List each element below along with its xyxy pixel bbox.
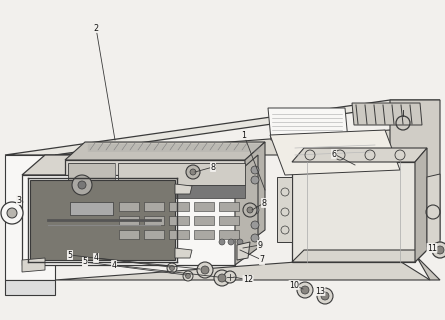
Polygon shape <box>55 130 430 155</box>
Polygon shape <box>118 185 245 198</box>
Polygon shape <box>292 162 415 262</box>
Text: 3: 3 <box>16 196 21 204</box>
Circle shape <box>228 239 234 245</box>
Polygon shape <box>219 216 239 225</box>
Circle shape <box>297 282 313 298</box>
Text: 9: 9 <box>258 241 263 250</box>
Polygon shape <box>270 130 400 175</box>
Circle shape <box>251 166 259 174</box>
Text: 8: 8 <box>262 198 267 207</box>
Circle shape <box>436 246 444 254</box>
Circle shape <box>186 274 190 278</box>
Circle shape <box>183 271 193 281</box>
Circle shape <box>214 270 230 286</box>
Polygon shape <box>237 242 250 260</box>
Text: 5: 5 <box>82 258 88 267</box>
Circle shape <box>243 203 257 217</box>
Polygon shape <box>119 230 139 239</box>
Circle shape <box>78 181 86 189</box>
Circle shape <box>1 202 23 224</box>
Polygon shape <box>144 230 164 239</box>
Text: 7: 7 <box>259 255 265 265</box>
Circle shape <box>247 207 253 213</box>
Polygon shape <box>22 258 45 272</box>
Polygon shape <box>415 148 427 262</box>
Circle shape <box>432 242 445 258</box>
Circle shape <box>218 274 226 282</box>
Polygon shape <box>292 250 427 262</box>
Text: 12: 12 <box>243 276 253 284</box>
Circle shape <box>167 263 177 273</box>
Polygon shape <box>175 184 192 194</box>
Polygon shape <box>169 202 189 211</box>
Polygon shape <box>5 280 55 295</box>
Polygon shape <box>235 155 258 265</box>
Polygon shape <box>390 100 440 240</box>
Circle shape <box>317 288 333 304</box>
Polygon shape <box>22 155 258 175</box>
Polygon shape <box>55 255 430 280</box>
Polygon shape <box>194 230 214 239</box>
Text: 1: 1 <box>242 131 247 140</box>
Text: 11: 11 <box>427 244 437 252</box>
Circle shape <box>190 169 196 175</box>
Circle shape <box>251 176 259 184</box>
Polygon shape <box>65 160 245 245</box>
Polygon shape <box>352 103 422 125</box>
Polygon shape <box>169 230 189 239</box>
Text: 13: 13 <box>315 286 325 295</box>
Circle shape <box>301 286 309 294</box>
Circle shape <box>251 221 259 229</box>
Polygon shape <box>219 230 239 239</box>
Text: 5: 5 <box>68 251 73 260</box>
Text: 6: 6 <box>332 149 336 158</box>
Circle shape <box>7 208 17 218</box>
Text: 2: 2 <box>93 23 98 33</box>
Polygon shape <box>390 210 440 280</box>
Circle shape <box>224 271 236 283</box>
Polygon shape <box>194 202 214 211</box>
Polygon shape <box>65 142 265 160</box>
Text: 8: 8 <box>210 163 215 172</box>
Polygon shape <box>119 216 139 225</box>
Circle shape <box>251 206 259 214</box>
Polygon shape <box>169 216 189 225</box>
Circle shape <box>219 239 225 245</box>
Polygon shape <box>22 175 235 265</box>
Polygon shape <box>219 202 239 211</box>
Circle shape <box>186 165 200 179</box>
Circle shape <box>201 266 209 274</box>
Circle shape <box>251 234 259 242</box>
Text: 4: 4 <box>93 253 98 262</box>
Polygon shape <box>292 148 427 162</box>
Circle shape <box>170 266 174 270</box>
Circle shape <box>237 239 243 245</box>
Polygon shape <box>144 202 164 211</box>
Circle shape <box>321 292 329 300</box>
Polygon shape <box>245 142 265 245</box>
Polygon shape <box>144 216 164 225</box>
Polygon shape <box>70 202 113 215</box>
Polygon shape <box>175 248 192 258</box>
Polygon shape <box>194 216 214 225</box>
Polygon shape <box>427 174 440 247</box>
Circle shape <box>197 262 213 278</box>
Polygon shape <box>268 108 348 140</box>
Polygon shape <box>30 180 175 260</box>
Text: 4: 4 <box>112 260 117 269</box>
Polygon shape <box>5 155 55 280</box>
Polygon shape <box>277 177 292 242</box>
Polygon shape <box>68 163 115 243</box>
Circle shape <box>72 175 92 195</box>
Polygon shape <box>119 202 139 211</box>
Polygon shape <box>118 163 245 185</box>
Polygon shape <box>5 100 440 155</box>
Text: 10: 10 <box>289 281 299 290</box>
